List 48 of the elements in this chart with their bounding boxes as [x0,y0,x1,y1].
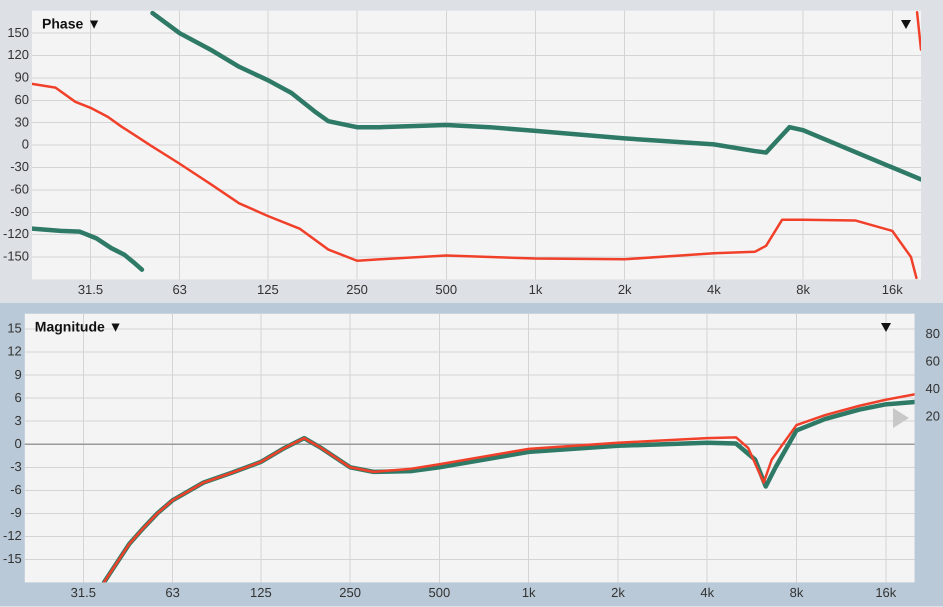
x-tick-label: 31.5 [70,584,96,600]
x-tick-label: 63 [172,282,187,297]
x-tick-label: 4k [700,584,715,600]
y-tick-label: 120 [7,47,30,62]
y-tick-label: 12 [7,344,22,359]
x-tick-label: 1k [528,282,543,297]
y-tick-label: 9 [14,366,22,382]
y-tick-label: 0 [14,436,22,451]
y-tick-label: -6 [10,482,22,497]
x-tick-label: 63 [165,584,180,600]
y-tick-label: 150 [7,24,30,40]
x-tick-label: 16k [875,584,897,600]
y-tick-label: -9 [10,504,22,520]
y-tick-label: -15 [2,550,22,566]
y-tick-label: 90 [14,70,30,85]
y-tick-label: 3 [14,412,22,428]
y-tick-label: -3 [10,458,22,474]
x-tick-label: 8k [796,282,810,297]
y2-tick-label: 80 [926,326,940,342]
chart-title: Phase ▼ [42,16,102,32]
y-tick-label: -30 [10,159,30,174]
y-tick-label: 6 [14,390,22,405]
y-tick-label: -12 [2,528,22,543]
y-tick-label: -120 [2,226,30,242]
y2-tick-label: 40 [926,381,940,396]
x-tick-label: 2k [618,282,632,297]
x-tick-label: 31.5 [78,282,104,297]
y-tick-label: 15 [7,320,22,336]
y-tick-label: 30 [14,114,30,130]
y-tick-label: -60 [10,181,30,196]
x-tick-label: 125 [257,282,279,297]
x-tick-label: 16k [882,282,904,297]
y-tick-label: 0 [22,136,30,152]
y-tick-label: -150 [2,248,30,264]
x-tick-label: 125 [250,584,272,600]
x-tick-label: 250 [346,282,368,297]
x-tick-label: 8k [790,584,804,600]
x-tick-label: 1k [522,584,536,600]
x-tick-label: 4k [707,282,722,297]
y2-tick-label: 60 [926,354,940,369]
x-tick-label: 500 [435,282,458,297]
y2-tick-label: 20 [926,408,940,424]
x-tick-label: 250 [339,584,361,600]
y-tick-label: 60 [14,92,30,107]
x-tick-label: 500 [428,584,450,600]
x-tick-label: 2k [611,584,626,600]
y-tick-label: -90 [10,204,30,219]
chart-title: Magnitude ▼ [34,318,123,335]
